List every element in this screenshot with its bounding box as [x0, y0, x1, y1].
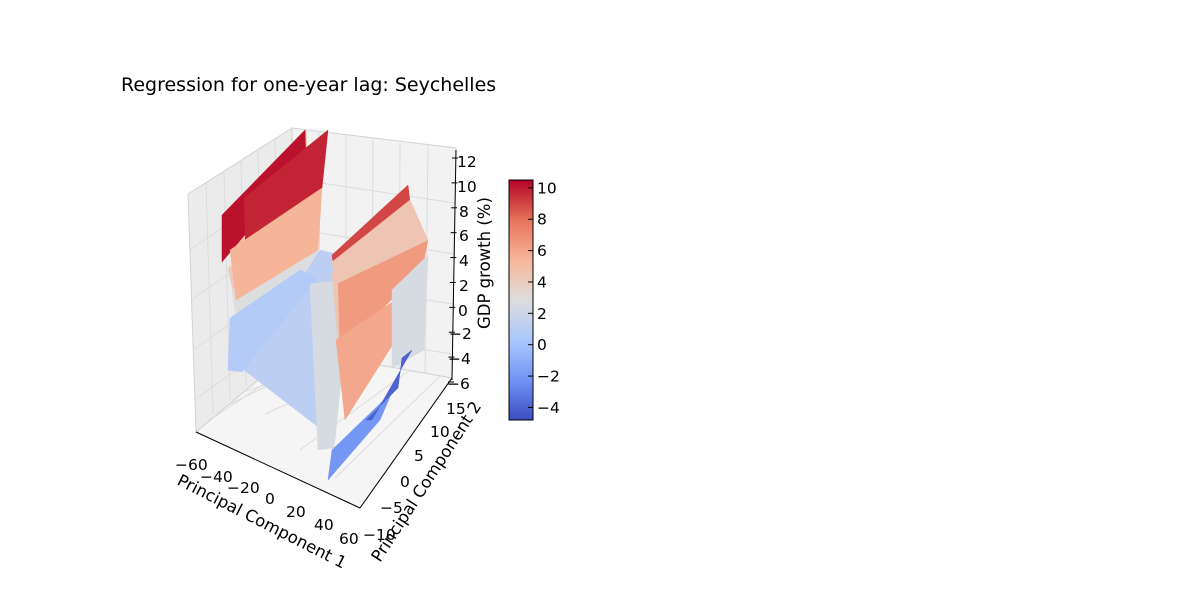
- z-tick-label: 4: [459, 252, 469, 270]
- z-tick-label: −6: [447, 375, 470, 393]
- x-tick-label: −60: [175, 456, 208, 474]
- colorbar-tick-label: 8: [537, 211, 547, 229]
- z-tick-label: 6: [459, 227, 469, 245]
- colorbar-tick-label: 10: [537, 179, 557, 197]
- surface-plot: [221, 129, 429, 481]
- z-tick-label: 2: [459, 277, 469, 295]
- colorbar-tick-label: 4: [537, 273, 547, 291]
- surface-patch: [227, 269, 319, 373]
- y-tick-label: −5: [380, 499, 403, 517]
- surface-patch: [365, 349, 413, 421]
- colorbar: −4 −2 0 2 4 6 8 10: [508, 179, 560, 421]
- x-tick-label: 0: [265, 490, 275, 508]
- z-tick-label: 8: [459, 203, 469, 221]
- x-tick-label: 40: [314, 516, 334, 534]
- colorbar-tick-label: −2: [537, 368, 560, 386]
- x-tick-label: 60: [339, 530, 359, 548]
- z-tick-label: −2: [449, 325, 472, 343]
- z-tick-marks: [448, 157, 458, 383]
- x-tick-label: 20: [286, 503, 306, 521]
- y-tick-label: 0: [400, 473, 410, 491]
- y-tick-label: 5: [414, 447, 424, 465]
- x-tick-label: −40: [200, 468, 233, 486]
- y-tick-label: −10: [363, 526, 396, 544]
- z-tick-label: −4: [448, 350, 471, 368]
- colorbar-tick-label: 2: [537, 305, 547, 323]
- z-axis: −6 −4 −2 0 2 4 6 8 10 12 GDP growth (%): [447, 149, 494, 393]
- surface-patch: [391, 254, 429, 369]
- surface-patch: [229, 187, 323, 301]
- z-tick-label: 12: [457, 153, 477, 171]
- surface-patch: [331, 199, 429, 285]
- y-tick-label: 15: [446, 400, 466, 418]
- colorbar-ticks: −4 −2 0 2 4 6 8 10: [528, 179, 560, 417]
- x-tick-label: −20: [227, 479, 260, 497]
- colorbar-tick-label: 6: [537, 242, 547, 260]
- z-axis-label: GDP growth (%): [475, 197, 494, 329]
- z-tick-label: 10: [457, 178, 477, 196]
- colorbar-tick-label: −4: [537, 399, 560, 417]
- chart-title: Regression for one-year lag: Seychelles: [121, 74, 496, 96]
- z-tick-label: 0: [458, 302, 468, 320]
- colorbar-gradient: [508, 179, 534, 421]
- colorbar-tick-label: 0: [537, 336, 547, 354]
- y-tick-label: 10: [430, 423, 450, 441]
